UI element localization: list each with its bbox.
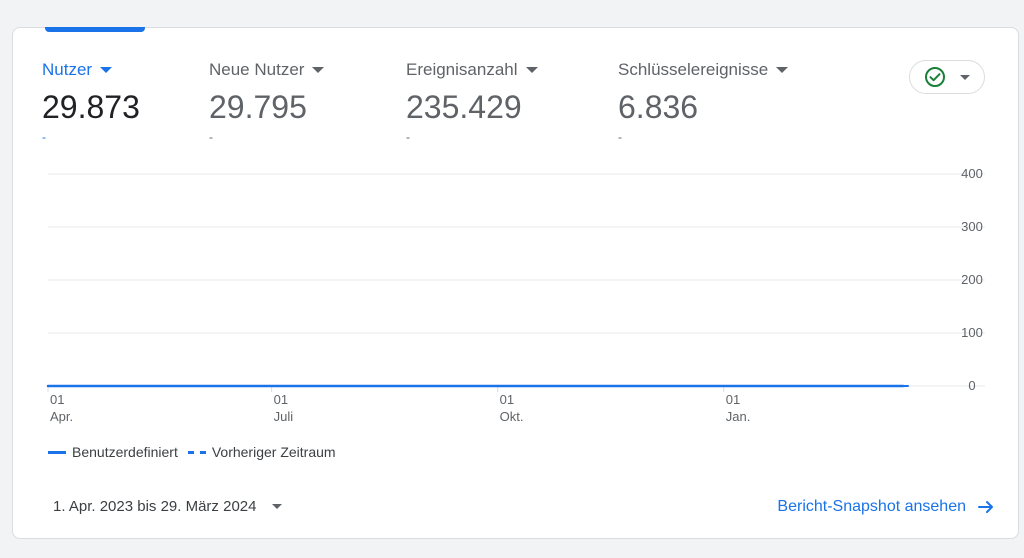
tab-schluesselereignisse-change: - <box>618 130 622 144</box>
line-chart: 0 100 200 300 400 01 Apr. 01 Juli 01 Okt. 01 Jan. <box>46 166 985 424</box>
arrow-right-icon <box>978 501 993 513</box>
y-tick-label: 400 <box>961 166 983 181</box>
caret-down-icon <box>525 67 538 73</box>
report-card <box>12 27 1019 539</box>
caret-down-icon <box>312 67 325 73</box>
tab-ereignisanzahl-change: - <box>406 130 410 144</box>
tab-schluesselereignisse-label-row: Schlüsselereignisse <box>618 60 789 80</box>
legend-swatch-dashed <box>187 450 206 454</box>
x-tick-month-label: Juli <box>274 409 294 424</box>
tab-nutzer[interactable]: Nutzer 29.873 - <box>42 60 140 144</box>
tab-nutzer-change: - <box>42 130 46 144</box>
tab-neue-nutzer-change: - <box>209 130 213 144</box>
tab-ereignisanzahl-label-row: Ereignisanzahl <box>406 60 538 80</box>
tab-schluesselereignisse[interactable]: Schlüsselereignisse 6.836 - <box>618 60 789 144</box>
check-circle-icon <box>925 67 945 87</box>
tab-nutzer-label: Nutzer <box>42 60 93 79</box>
legend-label-previous: Vorheriger Zeitraum <box>211 444 336 460</box>
tab-neue-nutzer-label-row: Neue Nutzer <box>209 60 325 80</box>
y-tick-label: 200 <box>961 272 983 287</box>
caret-down-icon <box>272 504 283 509</box>
legend-swatch-solid <box>48 450 66 454</box>
x-tick-day-label: 01 <box>274 392 288 407</box>
caret-down-icon <box>100 67 113 73</box>
legend-item-previous[interactable]: Vorheriger Zeitraum <box>187 444 336 460</box>
legend-item-current[interactable]: Benutzerdefiniert <box>48 444 178 460</box>
x-tick-day-label: 01 <box>500 392 514 407</box>
chart-legend: Benutzerdefiniert Vorheriger Zeitraum <box>48 444 336 460</box>
tab-neue-nutzer[interactable]: Neue Nutzer 29.795 - <box>209 60 325 144</box>
tab-schluesselereignisse-value: 6.836 <box>618 89 699 125</box>
legend-label-current: Benutzerdefiniert <box>72 444 178 460</box>
active-tab-indicator <box>45 27 145 32</box>
tab-schluesselereignisse-label: Schlüsselereignisse <box>618 60 769 79</box>
tab-ereignisanzahl[interactable]: Ereignisanzahl 235.429 - <box>406 60 538 144</box>
tab-neue-nutzer-label: Neue Nutzer <box>209 60 305 79</box>
view-snapshot-link[interactable]: Bericht-Snapshot ansehen <box>777 498 994 516</box>
x-tick-day-label: 01 <box>726 392 740 407</box>
view-snapshot-label: Bericht-Snapshot ansehen <box>777 498 966 515</box>
date-range-label: 1. Apr. 2023 bis 29. März 2024 <box>53 498 257 515</box>
x-tick-day-label: 01 <box>50 392 64 407</box>
date-range-selector[interactable]: 1. Apr. 2023 bis 29. März 2024 <box>53 498 283 515</box>
caret-down-icon <box>776 67 789 73</box>
y-tick-label: 100 <box>961 325 983 340</box>
y-tick-label: 300 <box>961 219 983 234</box>
tab-nutzer-value: 29.873 <box>42 89 140 125</box>
x-tick-month-label: Okt. <box>500 409 524 424</box>
caret-down-icon <box>960 74 970 80</box>
tab-nutzer-label-row: Nutzer <box>42 60 140 80</box>
tab-ereignisanzahl-value: 235.429 <box>406 89 522 125</box>
tab-ereignisanzahl-label: Ereignisanzahl <box>406 60 518 79</box>
x-tick-month-label: Jan. <box>726 409 751 424</box>
y-tick-label: 0 <box>968 378 975 393</box>
tab-neue-nutzer-value: 29.795 <box>209 89 307 125</box>
x-tick-month-label: Apr. <box>50 409 73 424</box>
status-dropdown-button[interactable] <box>909 60 985 94</box>
